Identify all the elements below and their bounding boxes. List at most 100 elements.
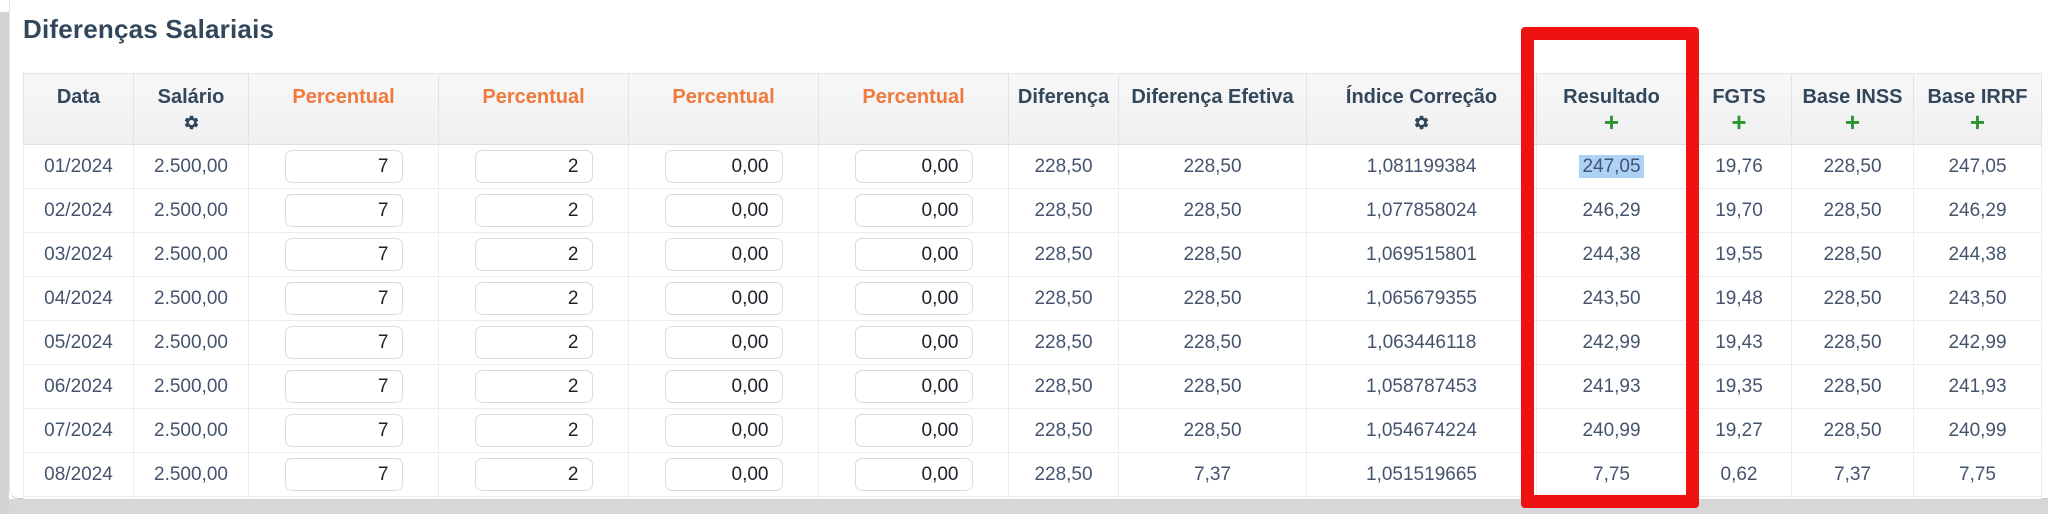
percentual-input[interactable] [284, 194, 403, 227]
percentual-input[interactable] [474, 370, 593, 403]
plus-icon[interactable]: + [1844, 107, 1861, 137]
table-body: 01/20242.500,00228,50228,501,08119938424… [23, 144, 2042, 497]
page-title: Diferenças Salariais [23, 14, 275, 44]
percentual-input[interactable] [664, 414, 783, 447]
column-label-fgts: FGTS [1712, 86, 1766, 108]
cell-indiceCorrecao: 1,051519665 [1306, 452, 1537, 497]
percentual-input[interactable] [664, 194, 783, 227]
column-label-p4: Percentual [862, 86, 965, 108]
cell-fgts: 0,62 [1686, 452, 1792, 497]
cell-diferencaEfetiva: 228,50 [1118, 320, 1307, 365]
cell-diferenca: 228,50 [1008, 144, 1119, 189]
table-row: 04/20242.500,00228,50228,501,06567935524… [23, 276, 2042, 321]
column-header-salario: Salário [133, 73, 249, 145]
percentual-input[interactable] [854, 414, 973, 447]
cell-diferencaEfetiva: 228,50 [1118, 364, 1307, 409]
gear-icon[interactable] [135, 110, 247, 134]
cell-baseInss: 228,50 [1791, 144, 1914, 189]
percentual-input[interactable] [474, 326, 593, 359]
cell-diferenca: 228,50 [1008, 320, 1119, 365]
percentual-input[interactable] [664, 282, 783, 315]
table-row: 02/20242.500,00228,50228,501,07785802424… [23, 188, 2042, 233]
percentual-input[interactable] [284, 458, 403, 491]
cell-fgts: 19,76 [1686, 144, 1792, 189]
percentual-input[interactable] [474, 150, 593, 183]
cell-p1 [248, 408, 439, 453]
percentual-input[interactable] [854, 458, 973, 491]
percentual-input[interactable] [854, 282, 973, 315]
percentual-input[interactable] [664, 238, 783, 271]
cell-salario: 2.500,00 [133, 188, 249, 233]
percentual-input[interactable] [474, 414, 593, 447]
cell-p1 [248, 320, 439, 365]
cell-fgts: 19,43 [1686, 320, 1792, 365]
column-header-diferenca: Diferença [1008, 73, 1119, 145]
cell-p2 [438, 364, 629, 409]
cell-baseIrrf: 246,29 [1913, 188, 2042, 233]
cell-fgts: 19,27 [1686, 408, 1792, 453]
table-row: 07/20242.500,00228,50228,501,05467422424… [23, 408, 2042, 453]
column-label-p3: Percentual [672, 86, 775, 108]
plus-icon[interactable]: + [1603, 107, 1620, 137]
cell-p3 [628, 232, 819, 277]
column-label-baseInss: Base INSS [1802, 86, 1903, 108]
percentual-input[interactable] [474, 238, 593, 271]
cell-baseInss: 228,50 [1791, 188, 1914, 233]
percentual-input[interactable] [854, 150, 973, 183]
percentual-input[interactable] [854, 326, 973, 359]
salary-differences-table: Data Salário Percentual Percentual Percentua… [23, 73, 2042, 514]
plus-icon[interactable]: + [1731, 107, 1747, 137]
cell-p2 [438, 408, 629, 453]
percentual-input[interactable] [854, 238, 973, 271]
cell-diferenca: 228,50 [1008, 188, 1119, 233]
column-label-p2: Percentual [482, 86, 585, 108]
column-header-fgts: FGTS + [1686, 73, 1792, 145]
percentual-input[interactable] [474, 458, 593, 491]
cell-baseIrrf: 240,99 [1913, 408, 2042, 453]
cell-baseInss: 228,50 [1791, 232, 1914, 277]
column-header-resultado: Resultado + [1536, 73, 1687, 145]
percentual-input[interactable] [284, 238, 403, 271]
column-label-baseIrrf: Base IRRF [1927, 86, 2028, 108]
cell-p1 [248, 144, 439, 189]
cell-indiceCorrecao: 1,054674224 [1306, 408, 1537, 453]
percentual-input[interactable] [664, 150, 783, 183]
cell-baseInss: 228,50 [1791, 364, 1914, 409]
cell-resultado: 244,38 [1536, 232, 1687, 277]
percentual-input[interactable] [854, 370, 973, 403]
cell-baseIrrf: 247,05 [1913, 144, 2042, 189]
cell-p3 [628, 408, 819, 453]
percentual-input[interactable] [284, 326, 403, 359]
cell-p1 [248, 276, 439, 321]
column-label-resultado: Resultado [1563, 86, 1660, 108]
cell-fgts: 19,70 [1686, 188, 1792, 233]
column-header-indiceCorrecao: Índice Correção [1306, 73, 1537, 145]
percentual-input[interactable] [284, 414, 403, 447]
percentual-input[interactable] [854, 194, 973, 227]
plus-icon[interactable]: + [1969, 107, 1986, 137]
cell-indiceCorrecao: 1,065679355 [1306, 276, 1537, 321]
percentual-input[interactable] [474, 194, 593, 227]
cell-fgts: 19,48 [1686, 276, 1792, 321]
percentual-input[interactable] [284, 282, 403, 315]
cell-data: 01/2024 [23, 144, 134, 189]
percentual-input[interactable] [664, 458, 783, 491]
cell-data: 02/2024 [23, 188, 134, 233]
table-row: 01/20242.500,00228,50228,501,08119938424… [23, 144, 2042, 189]
percentual-input[interactable] [284, 370, 403, 403]
cell-indiceCorrecao: 1,081199384 [1306, 144, 1537, 189]
percentual-input[interactable] [474, 282, 593, 315]
cell-diferenca: 228,50 [1008, 452, 1119, 497]
cell-indiceCorrecao: 1,058787453 [1306, 364, 1537, 409]
cell-diferenca: 228,50 [1008, 232, 1119, 277]
cell-p4 [818, 144, 1009, 189]
percentual-input[interactable] [284, 150, 403, 183]
selected-text[interactable]: 247,05 [1579, 154, 1644, 178]
cell-p1 [248, 364, 439, 409]
percentual-input[interactable] [664, 326, 783, 359]
percentual-input[interactable] [664, 370, 783, 403]
gear-icon[interactable] [1308, 110, 1535, 134]
cell-diferencaEfetiva: 7,37 [1118, 452, 1307, 497]
cell-p4 [818, 364, 1009, 409]
